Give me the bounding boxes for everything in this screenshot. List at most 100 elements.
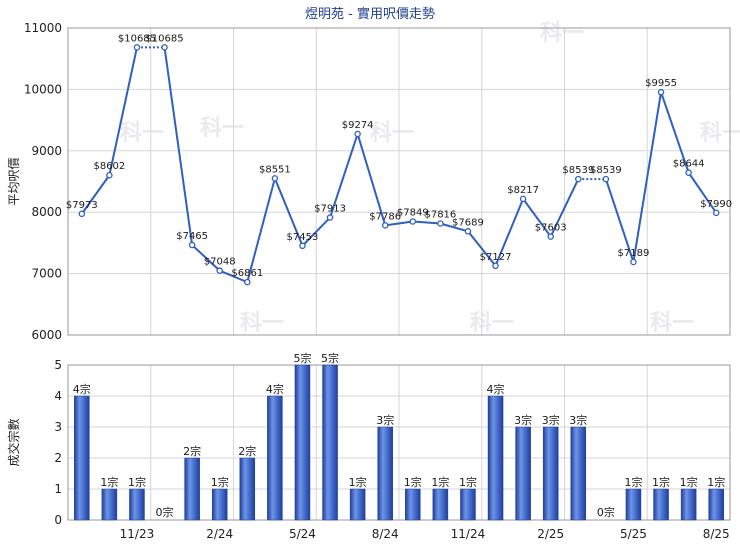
bar[interactable] <box>542 426 559 521</box>
bar[interactable] <box>708 488 724 521</box>
bar-label: 1宗 <box>680 475 698 489</box>
bar[interactable] <box>487 395 504 521</box>
bar-label: 0宗 <box>597 505 615 519</box>
data-label: $6861 <box>231 268 263 279</box>
plot-frame <box>67 27 731 336</box>
series-line-segment <box>191 244 221 272</box>
data-point[interactable] <box>216 267 223 274</box>
data-point[interactable] <box>437 220 444 227</box>
data-label: $8539 <box>562 165 594 176</box>
bar[interactable] <box>680 488 697 521</box>
bar[interactable] <box>294 364 311 521</box>
data-label: $7689 <box>452 217 484 228</box>
data-point[interactable] <box>354 130 361 138</box>
x-tick-label: 8/25 <box>703 527 730 541</box>
plot-frame <box>67 364 731 521</box>
data-point[interactable] <box>602 175 610 183</box>
bar-label: 3宗 <box>376 413 394 427</box>
x-tick-label: 5/25 <box>620 527 647 541</box>
data-point[interactable] <box>326 214 334 221</box>
bar[interactable] <box>267 395 283 521</box>
series-line-segment <box>412 220 441 225</box>
data-point[interactable] <box>244 278 251 286</box>
watermark-text: 科一 <box>470 311 514 336</box>
data-point[interactable] <box>106 171 113 179</box>
data-point[interactable] <box>685 169 692 176</box>
data-point[interactable] <box>161 44 168 51</box>
bar[interactable] <box>322 364 338 521</box>
bar-label: 4宗 <box>487 382 505 396</box>
data-label: $7603 <box>535 223 567 234</box>
bar-label: 1宗 <box>349 475 367 489</box>
data-label: $9955 <box>645 78 677 89</box>
x-tick-label: 2/24 <box>206 527 233 541</box>
bar[interactable] <box>74 395 90 521</box>
data-point[interactable] <box>78 210 86 218</box>
data-label: $8217 <box>507 185 539 196</box>
data-label: $9274 <box>342 120 374 131</box>
data-point[interactable] <box>381 222 389 229</box>
y-tick-label: 5 <box>54 358 62 372</box>
y-tick-label: 10000 <box>24 82 62 96</box>
data-point[interactable] <box>188 241 196 249</box>
series-line-segment <box>80 174 111 215</box>
data-label: $7913 <box>314 204 346 215</box>
data-label: $10685 <box>118 33 156 44</box>
y-tick-label: 6000 <box>31 328 62 342</box>
bar[interactable] <box>515 426 531 521</box>
data-point[interactable] <box>575 175 582 183</box>
watermark-text: 科一 <box>650 311 694 336</box>
bar[interactable] <box>239 457 256 521</box>
bar[interactable] <box>653 488 669 521</box>
bar-label: 3宗 <box>542 413 560 427</box>
series-line-segment <box>604 178 635 263</box>
bar[interactable] <box>184 457 200 521</box>
data-point[interactable] <box>492 262 499 270</box>
data-point[interactable] <box>464 228 472 235</box>
bar[interactable] <box>460 488 476 521</box>
series-line-segment <box>246 178 276 283</box>
data-label: $7465 <box>176 231 208 242</box>
data-point[interactable] <box>657 88 665 96</box>
y-tick-label: 4 <box>54 389 62 403</box>
data-label: $7990 <box>700 199 732 210</box>
data-point[interactable] <box>547 233 554 240</box>
x-tick-label: 11/23 <box>120 527 155 541</box>
data-point[interactable] <box>299 242 306 250</box>
data-point[interactable] <box>712 209 720 217</box>
bar[interactable] <box>377 426 393 521</box>
data-point[interactable] <box>630 258 637 266</box>
y-tick-label: 9000 <box>31 144 62 158</box>
series-line-segment <box>632 92 663 263</box>
x-tick-label: 8/24 <box>372 527 399 541</box>
bar-label: 1宗 <box>652 475 670 489</box>
series-line-segment <box>301 216 331 247</box>
bar-label: 3宗 <box>514 413 532 427</box>
x-tick-label: 2/25 <box>537 527 564 541</box>
watermark-text: 科一 <box>540 21 584 46</box>
bar[interactable] <box>625 488 642 521</box>
bar-label: 2宗 <box>238 444 256 458</box>
data-point[interactable] <box>133 44 141 51</box>
data-point[interactable] <box>409 218 417 225</box>
data-point[interactable] <box>271 175 279 182</box>
bar[interactable] <box>349 488 366 521</box>
bar[interactable] <box>211 488 228 521</box>
bar[interactable] <box>432 488 449 521</box>
chart-title: 煜明苑 - 實用呎價走勢 <box>305 6 435 22</box>
series-line-segment <box>440 222 469 233</box>
bar-label: 5宗 <box>293 351 311 365</box>
bar[interactable] <box>570 426 587 521</box>
data-label: $7849 <box>397 207 429 218</box>
data-label: $8644 <box>673 159 705 170</box>
data-point[interactable] <box>519 195 527 203</box>
bar[interactable] <box>101 488 118 521</box>
series-line-segment <box>356 133 387 226</box>
bar[interactable] <box>129 488 145 521</box>
series-line-segment <box>163 47 194 246</box>
bar[interactable] <box>405 488 421 521</box>
y-tick-label: 0 <box>54 513 62 527</box>
data-label: $7786 <box>369 211 401 222</box>
